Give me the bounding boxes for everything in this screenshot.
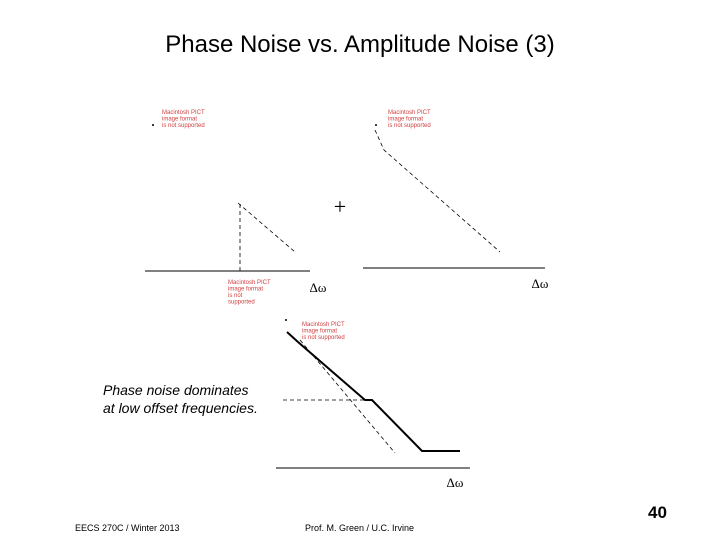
footer-center: Prof. M. Green / U.C. Irvine	[305, 523, 414, 533]
placeholder-text: is not	[228, 293, 243, 299]
plot-2	[363, 124, 545, 269]
placeholder-text: Macintosh PICT	[388, 110, 431, 116]
caption-line: Phase noise dominates	[103, 382, 249, 398]
placeholder-text: image format	[228, 287, 263, 293]
placeholder-text: image format	[302, 329, 337, 335]
page-number: 40	[648, 503, 667, 522]
placeholder-text: is not supported	[302, 335, 345, 341]
plus-sign: +	[334, 194, 346, 219]
plot-3	[276, 319, 470, 469]
placeholder-text: is not supported	[162, 123, 205, 129]
footer-left: EECS 270C / Winter 2013	[75, 523, 180, 533]
placeholder-text: Macintosh PICT	[302, 322, 345, 328]
placeholder-text: Macintosh PICT	[162, 110, 205, 116]
axis-label: Δω	[532, 276, 549, 291]
plot-1	[145, 124, 310, 272]
axis-label: Δω	[447, 475, 464, 490]
placeholder-text: image format	[388, 117, 423, 123]
placeholder-text: is not supported	[388, 123, 431, 129]
axis-label: Δω	[310, 280, 327, 295]
placeholder-text: image format	[162, 117, 197, 123]
placeholder-text: Macintosh PICT	[228, 280, 271, 286]
slide-title: Phase Noise vs. Amplitude Noise (3)	[165, 31, 555, 58]
caption-line: at low offset frequencies.	[103, 400, 258, 416]
placeholder-text: supported	[228, 300, 255, 306]
